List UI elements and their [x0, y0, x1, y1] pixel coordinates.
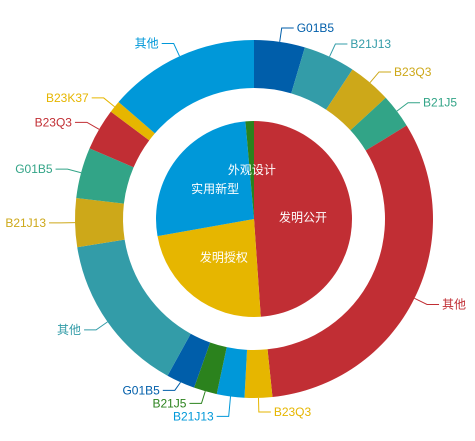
outer-slice-label-4: 其他 [442, 297, 466, 311]
outer-label-line-12 [74, 121, 100, 130]
outer-label-line-8 [162, 381, 181, 391]
outer-label-line-2 [369, 71, 392, 83]
outer-ring-slice-7[interactable] [194, 342, 227, 395]
outer-label-line-5 [257, 397, 271, 413]
label-lines-layer [49, 27, 440, 417]
inner-pie-slice-2[interactable] [156, 121, 254, 237]
outer-label-line-13 [91, 97, 115, 108]
outer-ring-slice-8[interactable] [167, 333, 211, 388]
outer-slice-label-9: 其他 [57, 323, 81, 337]
inner-pie-slice-3[interactable] [245, 121, 254, 219]
outer-label-line-4 [414, 297, 440, 305]
inner-slice-label-3: 外观设计 [228, 163, 276, 177]
outer-slice-label-8: G01B5 [122, 383, 160, 397]
outer-label-line-7 [189, 391, 206, 404]
outer-label-line-11 [55, 168, 82, 174]
outer-ring-slice-1[interactable] [291, 47, 353, 110]
slices-layer [75, 40, 433, 398]
outer-ring-slice-9[interactable] [77, 239, 191, 376]
outer-slice-label-3: B21J5 [423, 96, 457, 110]
outer-slice-label-11: G01B5 [15, 162, 53, 176]
outer-ring-slice-4[interactable] [267, 125, 433, 398]
outer-slice-label-7: B21J5 [152, 396, 186, 410]
outer-slice-label-1: B21J13 [350, 37, 391, 51]
outer-ring-slice-14[interactable] [118, 40, 254, 134]
outer-slice-label-12: B23Q3 [35, 115, 73, 129]
inner-slice-label-1: 发明授权 [200, 250, 248, 265]
inner-pie-slice-0[interactable] [254, 121, 352, 317]
outer-slice-label-0: G01B5 [297, 21, 335, 35]
outer-slice-label-6: B21J13 [173, 409, 214, 423]
outer-slice-label-10: B21J13 [5, 216, 46, 230]
outer-slice-label-2: B23Q3 [394, 65, 432, 79]
outer-ring-slice-10[interactable] [75, 198, 125, 248]
outer-label-line-14 [161, 42, 180, 57]
outer-ring-slice-11[interactable] [76, 148, 134, 204]
outer-label-line-3 [396, 102, 421, 112]
outer-ring-slice-13[interactable] [110, 101, 155, 141]
inner-pie-slice-1[interactable] [157, 219, 261, 317]
outer-ring-slice-3[interactable] [350, 97, 407, 151]
outer-slice-label-5: B23Q3 [274, 405, 312, 419]
outer-label-line-9 [84, 321, 108, 331]
outer-slice-label-14: 其他 [135, 36, 159, 50]
outer-label-line-6 [216, 396, 232, 417]
outer-label-line-1 [329, 43, 348, 57]
outer-label-line-0 [279, 27, 294, 42]
inner-slice-label-2: 实用新型 [191, 181, 239, 196]
outer-slice-label-13: B23K37 [46, 91, 89, 105]
labels-layer: 发明公开发明授权实用新型外观设计G01B5B21J13B23Q3B21J5其他B… [5, 21, 466, 423]
outer-ring-slice-12[interactable] [89, 111, 150, 168]
outer-ring-slice-5[interactable] [244, 349, 273, 398]
outer-ring-slice-2[interactable] [326, 69, 386, 131]
inner-slice-label-0: 发明公开 [279, 209, 327, 224]
outer-ring-slice-0[interactable] [254, 40, 305, 94]
outer-ring-slice-6[interactable] [216, 347, 248, 398]
